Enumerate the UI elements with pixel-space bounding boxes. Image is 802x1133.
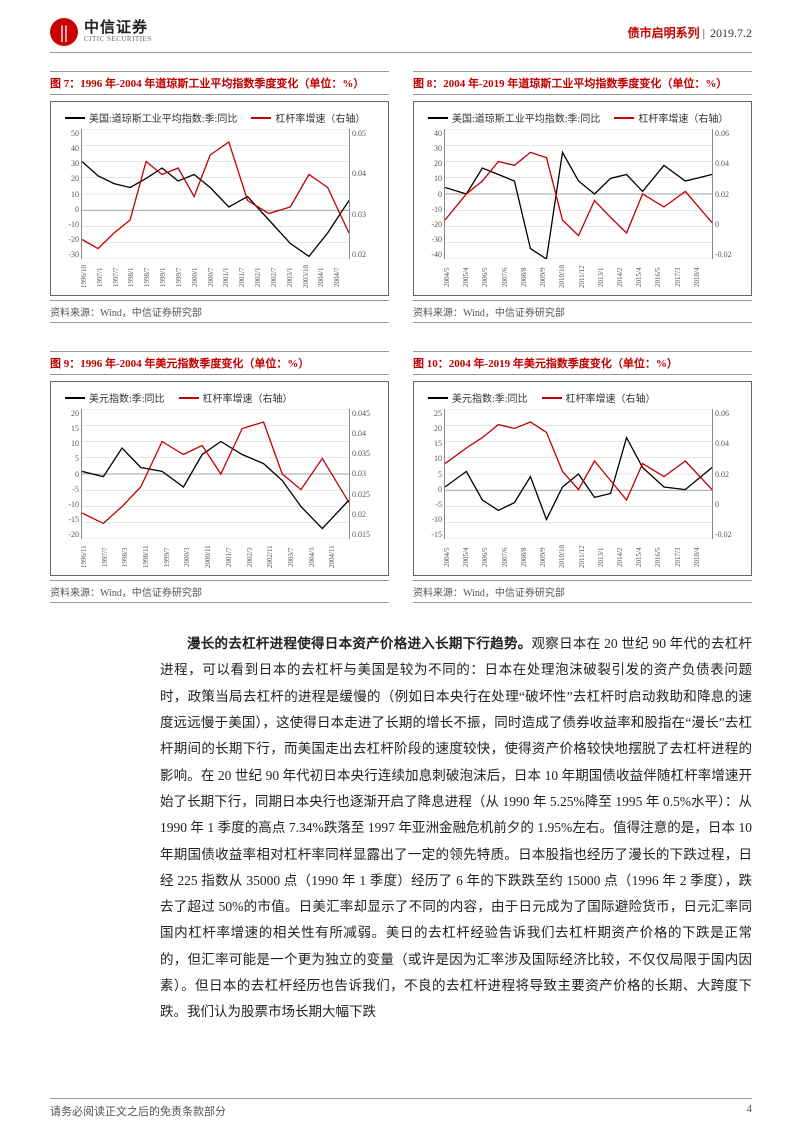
y-axis-left: 50403020100-10-20-30 — [55, 129, 81, 259]
y-axis-left: 20151050-5-10-15-20 — [55, 409, 81, 539]
main-paragraph: 漫长的去杠杆进程使得日本资产价格进入长期下行趋势。观察日本在 20 世纪 90 … — [0, 603, 802, 1026]
plot-area — [81, 129, 350, 259]
y-axis-left: 2520151050-5-10-15 — [418, 409, 444, 539]
page-footer: 请务必阅读正文之后的免责条款部分 4 — [50, 1098, 752, 1119]
body-continuation: 观察日本在 20 世纪 90 年代的去杠杆进程，可以看到日本的去杠杆与美国是较为… — [160, 636, 752, 1019]
logo-en: CITIC SECURITIES — [84, 36, 152, 43]
footer-disclaimer: 请务必阅读正文之后的免责条款部分 — [50, 1103, 226, 1119]
legend-label: 美元指数:季:同比 — [89, 390, 165, 405]
y-axis-right: 0.060.040.020-0.02 — [713, 409, 747, 539]
legend-swatch — [542, 397, 562, 399]
y-axis-right: 0.0450.040.0350.030.0250.020.015 — [350, 409, 384, 539]
header-right: 债市启明系列 | 2019.7.2 — [628, 24, 752, 41]
y-axis-left: 403020100-10-20-30-40 — [418, 129, 444, 259]
chart-10: 图 10：2004 年-2019 年美元指数季度变化（单位：%） 美元指数:季:同… — [413, 351, 752, 603]
legend-swatch — [65, 397, 85, 399]
legend-swatch — [428, 397, 448, 399]
chart-frame: 美国:道琼斯工业平均指数:季:同比 杠杆率增速（右轴） 50403020100-10… — [50, 101, 389, 296]
logo-block: || 中信证券 CITIC SECURITIES — [50, 18, 152, 46]
page-number: 4 — [747, 1103, 753, 1119]
chart-9: 图 9：1996 年-2004 年美元指数季度变化（单位：%） 美元指数:季:同比… — [50, 351, 389, 603]
chart-8: 图 8：2004 年-2019 年道琼斯工业平均指数季度变化（单位：%） 美国:道… — [413, 71, 752, 323]
chart-source: 资料来源：Wind，中信证券研究部 — [413, 300, 752, 323]
chart-7: 图 7：1996 年-2004 年道琼斯工业平均指数季度变化（单位：%） 美国:道… — [50, 71, 389, 323]
x-axis: 2004/52005/42006/52007/62008/82009/92010… — [418, 539, 747, 573]
chart-title: 图 7：1996 年-2004 年道琼斯工业平均指数季度变化（单位：%） — [50, 78, 364, 90]
legend-label: 美国:道琼斯工业平均指数:季:同比 — [452, 110, 600, 125]
legend-label: 杠杆率增速（右轴） — [275, 110, 365, 125]
report-date: 2019.7.2 — [710, 26, 752, 40]
plot-area — [81, 409, 350, 539]
legend-swatch — [251, 117, 271, 119]
y-axis-right: 0.050.040.030.02 — [350, 129, 384, 259]
legend-swatch — [65, 117, 85, 119]
legend-swatch — [428, 117, 448, 119]
legend-label: 美元指数:季:同比 — [452, 390, 528, 405]
x-axis: 1996/111997/71998/31998/111999/72000/320… — [55, 539, 384, 573]
chart-source: 资料来源：Wind，中信证券研究部 — [50, 580, 389, 603]
plot-area — [444, 409, 713, 539]
page-header: || 中信证券 CITIC SECURITIES 债市启明系列 | 2019.7… — [0, 0, 802, 52]
lead-sentence: 漫长的去杠杆进程使得日本资产价格进入长期下行趋势。 — [187, 636, 532, 651]
logo-icon: || — [50, 18, 78, 46]
chart-frame: 美元指数:季:同比 杠杆率增速（右轴） 2520151050-5-10-15 0.06… — [413, 381, 752, 576]
legend-item: 杠杆率增速（右轴） — [542, 390, 656, 405]
y-axis-right: 0.060.040.020-0.02 — [713, 129, 747, 259]
legend-item: 杠杆率增速（右轴） — [614, 110, 728, 125]
legend-label: 杠杆率增速（右轴） — [566, 390, 656, 405]
chart-frame: 美元指数:季:同比 杠杆率增速（右轴） 20151050-5-10-15-20 0.0… — [50, 381, 389, 576]
legend-item: 杠杆率增速（右轴） — [251, 110, 365, 125]
x-axis: 2004/52005/42006/52007/62008/82009/92010… — [418, 259, 747, 293]
chart-frame: 美国:道琼斯工业平均指数:季:同比 杠杆率增速（右轴） 403020100-10-2… — [413, 101, 752, 296]
charts-grid: 图 7：1996 年-2004 年道琼斯工业平均指数季度变化（单位：%） 美国:道… — [0, 71, 802, 603]
legend-swatch — [179, 397, 199, 399]
series-name: 债市启明系列 — [628, 26, 700, 40]
legend-item: 杠杆率增速（右轴） — [179, 390, 293, 405]
legend-item: 美国:道琼斯工业平均指数:季:同比 — [428, 110, 600, 125]
chart-source: 资料来源：Wind，中信证券研究部 — [50, 300, 389, 323]
legend-swatch — [614, 117, 634, 119]
chart-source: 资料来源：Wind，中信证券研究部 — [413, 580, 752, 603]
header-rule — [50, 52, 752, 53]
legend-label: 杠杆率增速（右轴） — [203, 390, 293, 405]
legend-item: 美国:道琼斯工业平均指数:季:同比 — [65, 110, 237, 125]
chart-title: 图 9：1996 年-2004 年美元指数季度变化（单位：%） — [50, 358, 309, 370]
chart-title: 图 8：2004 年-2019 年道琼斯工业平均指数季度变化（单位：%） — [413, 78, 727, 90]
legend-label: 杠杆率增速（右轴） — [638, 110, 728, 125]
legend-label: 美国:道琼斯工业平均指数:季:同比 — [89, 110, 237, 125]
legend-item: 美元指数:季:同比 — [65, 390, 165, 405]
legend-item: 美元指数:季:同比 — [428, 390, 528, 405]
logo-zh: 中信证券 — [84, 21, 152, 36]
plot-area — [444, 129, 713, 259]
chart-title: 图 10：2004 年-2019 年美元指数季度变化（单位：%） — [413, 358, 678, 370]
x-axis: 1996/101997/11997/71998/11998/71999/1199… — [55, 259, 384, 293]
